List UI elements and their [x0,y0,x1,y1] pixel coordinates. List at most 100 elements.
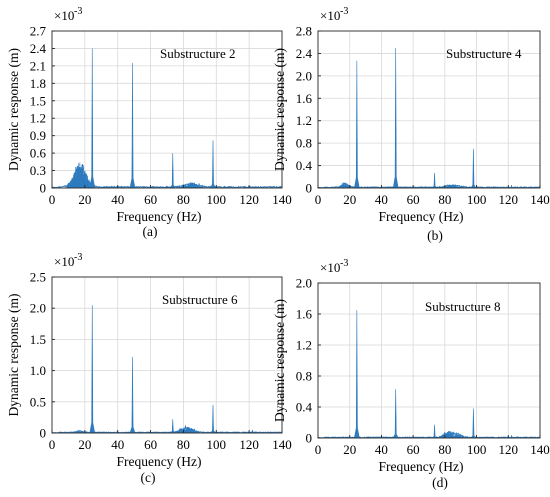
x-tick-label: 100 [467,192,487,207]
x-tick-label: 60 [407,442,420,457]
panel-caption: (b) [427,228,443,243]
panel-caption: (a) [143,224,158,239]
peak-mark [392,389,399,439]
x-tick-label: 100 [207,437,227,452]
x-tick-label: 20 [78,437,91,452]
x-tick-label: 80 [177,192,190,207]
peak-mark [430,424,439,439]
chart-panel-1: 0 20 40 60 80 100 120 14000.30.60.91.21.51.82.1… [6,6,292,239]
x-axis-label: Frequency (Hz) [378,459,463,474]
y-tick-label: 2.0 [296,68,312,83]
x-tick-label: 60 [144,192,157,207]
x-tick-label: 0 [49,192,56,207]
x-axis-label: Frequency (Hz) [378,209,463,224]
y-tick-label: 0.3 [30,163,46,178]
x-tick-label: 20 [343,442,356,457]
y-exponent-label: ×10 [320,260,340,275]
x-tick-label: 40 [111,437,124,452]
x-tick-label: 80 [438,442,451,457]
panel-annotation: Substructure 6 [162,292,238,307]
x-tick-label: 140 [530,192,550,207]
peak-mark [209,404,217,434]
y-tick-label: 2.0 [30,301,46,316]
y-tick-label: 2.8 [296,24,312,39]
x-tick-label: 140 [272,192,292,207]
y-tick-label: 0.8 [296,369,312,384]
panel-annotation: Substructure 4 [446,46,522,61]
y-exponent-power: -3 [340,258,348,269]
x-tick-label: 0 [315,192,322,207]
y-tick-label: 2.4 [30,41,47,56]
x-tick-label: 0 [49,437,56,452]
x-tick-label: 20 [78,192,91,207]
peak-mark [431,172,439,189]
y-exponent-label: ×10 [320,8,340,23]
peak-mark [353,310,360,439]
chart-panel-2: 0 20 40 60 80 100 120 140 0 0.4 0.8 1.2 1.6 2.0 2.4 2.8… [272,6,550,243]
panel-caption: (d) [432,475,448,490]
peak-mark [89,305,96,434]
y-exponent-power: -3 [74,6,82,17]
panel-annotation: Substructure 2 [160,46,235,61]
y-tick-label: 1.2 [296,113,312,128]
x-tick-label: 140 [530,442,550,457]
x-tick-label: 40 [111,192,124,207]
series-spectrum [317,310,541,439]
x-tick-label: 20 [343,192,356,207]
x-tick-label: 80 [438,192,451,207]
y-exponent-power: -3 [74,252,82,263]
y-tick-label: 1.2 [30,111,46,126]
panel-caption: (c) [141,470,156,485]
y-tick-label: 1.6 [296,91,313,106]
x-tick-label: 60 [144,437,157,452]
y-axis-label: Dynamic response (m) [272,299,287,422]
y-axis-label: Dynamic response (m) [6,48,21,171]
x-tick-label: 60 [407,192,420,207]
x-tick-label: 120 [499,192,519,207]
y-tick-label: 0.8 [296,136,312,151]
x-tick-label: 40 [375,442,388,457]
x-tick-label: 0 [315,442,322,457]
x-tick-label: 120 [499,442,519,457]
y-tick-label: 0 [40,426,47,441]
plot-frame [51,30,283,189]
y-tick-label: 0 [306,181,313,196]
series-line [51,424,283,434]
y-tick-label: 0.9 [30,128,46,143]
x-axis-label: Frequency (Hz) [116,454,201,469]
y-axis-label: Dynamic response (m) [6,294,21,417]
x-tick-label: 100 [207,192,227,207]
plot-frame [317,30,541,189]
y-tick-label: 2.4 [296,46,313,61]
x-tick-label: 140 [272,437,292,452]
y-tick-label: 0.4 [296,400,313,415]
y-tick-label: 0.5 [30,394,46,409]
y-tick-label: 1.5 [30,93,46,108]
y-axis-label: Dynamic response (m) [272,48,287,171]
x-axis-label: Frequency (Hz) [116,209,201,224]
peak-mark [470,148,477,189]
x-tick-label: 120 [239,437,259,452]
y-tick-label: 2.5 [30,270,46,285]
y-tick-label: 0.6 [30,146,47,161]
chart-panel-4: 0 20 40 60 80 100 120 140 0 0.4 0.8 1.2 1.6 2.0 ×10 -3 F… [272,258,550,490]
series-spectrum [51,305,283,434]
y-tick-label: 1.0 [30,363,46,378]
peak-mark [210,140,216,189]
x-tick-label: 120 [239,192,259,207]
y-exponent-power: -3 [340,6,348,17]
y-tick-label: 0.4 [296,158,313,173]
peak-mark [129,62,136,189]
y-exponent-label: ×10 [54,254,74,269]
plot-frame [51,276,283,434]
x-tick-label: 80 [177,437,190,452]
x-tick-label: 100 [467,442,487,457]
y-tick-label: 0 [40,181,47,196]
peak-mark [129,356,136,434]
y-tick-label: 2.7 [30,24,47,39]
series-spectrum [317,47,541,189]
plot-frame [317,282,541,439]
x-tick-label: 40 [375,192,388,207]
y-tick-label: 2.0 [296,276,312,291]
